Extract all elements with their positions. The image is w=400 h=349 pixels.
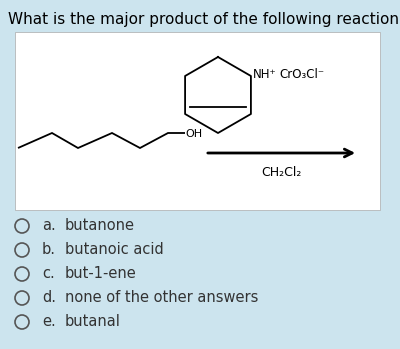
Text: butanal: butanal <box>65 314 121 329</box>
Text: but-1-ene: but-1-ene <box>65 267 137 282</box>
Text: What is the major product of the following reaction?: What is the major product of the followi… <box>8 12 400 27</box>
Text: c.: c. <box>42 267 55 282</box>
Text: NH⁺: NH⁺ <box>253 67 276 81</box>
Text: b.: b. <box>42 243 56 258</box>
Text: d.: d. <box>42 290 56 305</box>
Text: OH: OH <box>185 129 202 139</box>
Text: butanoic acid: butanoic acid <box>65 243 164 258</box>
Text: e.: e. <box>42 314 56 329</box>
Text: butanone: butanone <box>65 218 135 233</box>
Text: a.: a. <box>42 218 56 233</box>
Text: none of the other answers: none of the other answers <box>65 290 258 305</box>
Text: CrO₃Cl⁻: CrO₃Cl⁻ <box>279 67 324 81</box>
Text: CH₂Cl₂: CH₂Cl₂ <box>261 166 302 179</box>
FancyBboxPatch shape <box>15 32 380 210</box>
